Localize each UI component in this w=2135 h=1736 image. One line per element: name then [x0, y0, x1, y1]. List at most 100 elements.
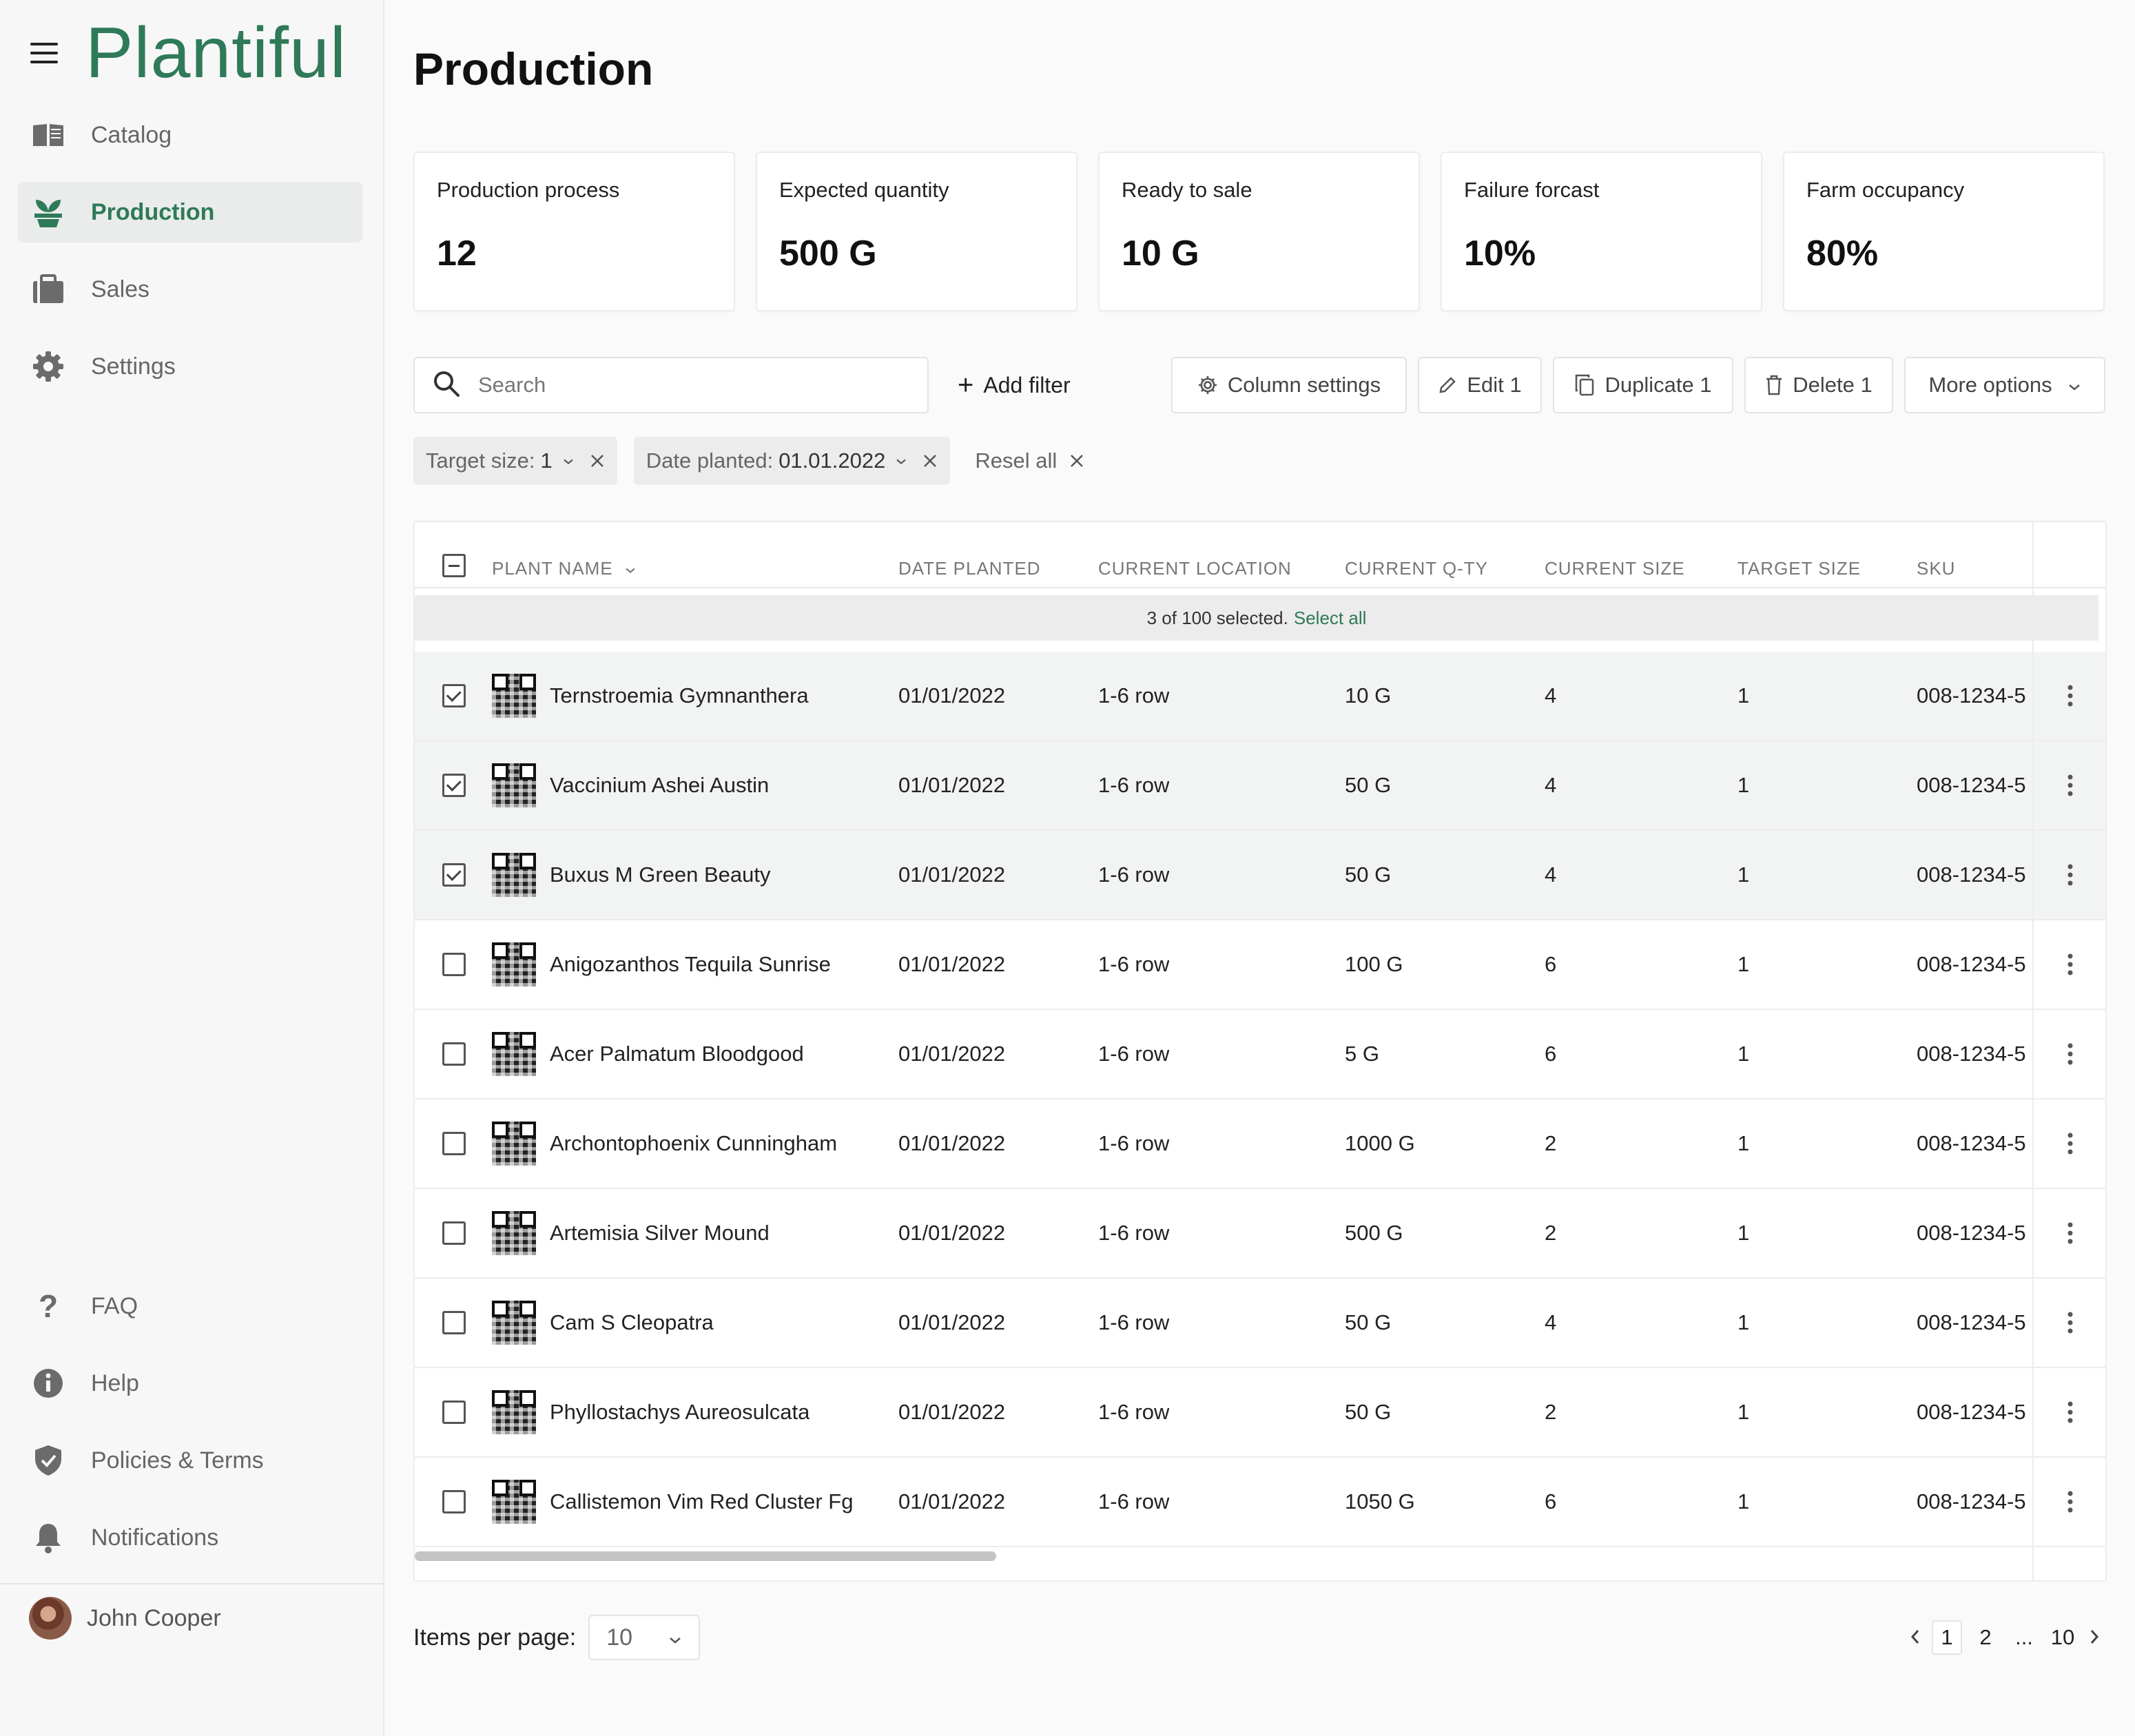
row-actions-kebab-icon[interactable] [2032, 1010, 2105, 1098]
row-checkbox[interactable] [442, 774, 466, 797]
next-page-icon[interactable] [2089, 1624, 2100, 1651]
sidebar-item-sales[interactable]: Sales [18, 259, 362, 320]
table-row[interactable]: Phyllostachys Aureosulcata 01/01/2022 1-6 … [415, 1368, 2105, 1458]
cell-checkbox [442, 1368, 466, 1456]
sidebar-item-catalog[interactable]: Catalog [18, 105, 362, 165]
qr-code-icon [492, 1301, 536, 1345]
user-profile[interactable]: John Cooper [0, 1583, 384, 1652]
cell-date-planted: 01/01/2022 [898, 1042, 1006, 1066]
cell-plant-name: Archontophoenix Cunningham [492, 1099, 837, 1188]
column-header-date-planted[interactable]: DATE PLANTED [898, 558, 1041, 579]
cell-current-qty: 500 G [1345, 1221, 1403, 1245]
scrollbar-thumb[interactable] [415, 1551, 996, 1561]
plant-name: Buxus M Green Beauty [550, 862, 771, 887]
column-header-current-location[interactable]: CURRENT LOCATION [1098, 558, 1292, 579]
chevron-down-icon[interactable] [562, 452, 575, 470]
table-row[interactable]: Cam S Cleopatra 01/01/2022 1-6 row 50 G 4 1 00… [415, 1279, 2105, 1368]
row-actions-kebab-icon[interactable] [2032, 652, 2105, 740]
gear-icon [1197, 375, 1218, 395]
row-checkbox[interactable] [442, 1311, 466, 1334]
select-all-link[interactable]: Select all [1293, 607, 1367, 628]
row-checkbox[interactable] [442, 953, 466, 976]
edit-button[interactable]: Edit 1 [1418, 357, 1542, 413]
table-row[interactable]: Archontophoenix Cunningham 01/01/2022 1-6 … [415, 1099, 2105, 1189]
close-icon[interactable] [922, 448, 938, 474]
plant-name: Archontophoenix Cunningham [550, 1131, 838, 1155]
table-row[interactable]: Acer Palmatum Bloodgood 01/01/2022 1-6 row… [415, 1010, 2105, 1099]
row-actions-kebab-icon[interactable] [2032, 1099, 2105, 1188]
filter-chip-value: 1 [540, 448, 553, 473]
cell-date-planted: 01/01/2022 [898, 773, 1006, 797]
row-checkbox[interactable] [442, 1132, 466, 1155]
search-input[interactable] [478, 373, 891, 397]
row-actions-kebab-icon[interactable] [2032, 741, 2105, 829]
row-checkbox[interactable] [442, 1401, 466, 1424]
production-table: PLANT NAME DATE PLANTED CURRENT LOCATION… [413, 521, 2107, 1582]
items-per-page-select[interactable]: 10 [588, 1615, 701, 1660]
cell-date-planted: 01/01/2022 [898, 1400, 1006, 1424]
duplicate-button[interactable]: Duplicate 1 [1553, 357, 1733, 413]
selection-banner: 3 of 100 selected. Select all [415, 595, 2098, 641]
plant-name: Artemisia Silver Mound [550, 1221, 770, 1245]
items-per-page: Items per page: 10 [413, 1615, 701, 1660]
column-settings-button[interactable]: Column settings [1171, 357, 1407, 413]
bell-icon [30, 1520, 66, 1556]
prev-page-icon[interactable] [1910, 1624, 1921, 1651]
cell-current-size: 4 [1545, 862, 1557, 887]
more-options-dropdown[interactable]: More options [1904, 357, 2105, 413]
chevron-down-icon[interactable] [895, 452, 907, 470]
table-row[interactable]: Ternstroemia Gymnanthera 01/01/2022 1-6 ro… [415, 652, 2105, 741]
sidebar-item-policies[interactable]: Policies & Terms [18, 1430, 362, 1491]
page-button[interactable]: 2 [1979, 1625, 1992, 1649]
column-header-current-qty[interactable]: CURRENT Q-TY [1345, 558, 1488, 579]
table-row[interactable]: Buxus M Green Beauty 01/01/2022 1-6 row 50 … [415, 831, 2105, 920]
delete-button[interactable]: Delete 1 [1744, 357, 1893, 413]
row-checkbox[interactable] [442, 1042, 466, 1066]
table-row[interactable]: Anigozanthos Tequila Sunrise 01/01/2022 1-… [415, 920, 2105, 1010]
horizontal-scrollbar[interactable] [415, 1551, 2098, 1562]
column-header-plant-name[interactable]: PLANT NAME [492, 558, 637, 579]
row-actions-kebab-icon[interactable] [2032, 920, 2105, 1009]
row-actions-kebab-icon[interactable] [2032, 831, 2105, 919]
filter-chip-target-size[interactable]: Target size: 1 [413, 437, 617, 485]
cell-current-qty: 5 G [1345, 1042, 1379, 1066]
row-checkbox[interactable] [442, 1490, 466, 1513]
cell-target-size: 1 [1737, 1489, 1750, 1513]
edit-label: Edit 1 [1467, 373, 1522, 397]
row-checkbox[interactable] [442, 1221, 466, 1245]
filter-chip-date-planted[interactable]: Date planted: 01.01.2022 [633, 437, 951, 485]
column-header-current-size[interactable]: CURRENT SIZE [1545, 558, 1685, 579]
row-actions-kebab-icon[interactable] [2032, 1368, 2105, 1456]
table-row[interactable]: Callistemon Vim Red Cluster Fg 01/01/2022… [415, 1458, 2105, 1547]
sidebar-item-notifications[interactable]: Notifications [18, 1507, 362, 1568]
cell-current-location: 1-6 row [1098, 952, 1170, 976]
sidebar-item-production[interactable]: Production [18, 182, 362, 242]
sidebar-item-help[interactable]: Help [18, 1353, 362, 1414]
add-filter-button[interactable]: + Add filter [958, 357, 1071, 413]
table-row[interactable]: Vaccinium Ashei Austin 01/01/2022 1-6 row 5… [415, 741, 2105, 831]
cell-current-location: 1-6 row [1098, 683, 1170, 707]
table-row[interactable]: Artemisia Silver Mound 01/01/2022 1-6 row 5… [415, 1189, 2105, 1279]
sidebar-item-settings[interactable]: Settings [18, 336, 362, 397]
page-button[interactable]: 1 [1932, 1620, 1962, 1655]
cell-current-qty: 50 G [1345, 773, 1392, 797]
plant-name: Anigozanthos Tequila Sunrise [550, 952, 831, 976]
row-actions-kebab-icon[interactable] [2032, 1458, 2105, 1546]
column-header-target-size[interactable]: TARGET SIZE [1737, 558, 1861, 579]
close-icon[interactable] [590, 448, 605, 474]
row-checkbox[interactable] [442, 684, 466, 707]
reset-all-filters-button[interactable]: Resel all [975, 448, 1084, 474]
reset-all-label: Resel all [975, 448, 1058, 473]
add-filter-label: Add filter [983, 372, 1071, 397]
row-actions-kebab-icon[interactable] [2032, 1279, 2105, 1367]
select-all-checkbox[interactable] [442, 554, 466, 577]
sidebar-item-faq[interactable]: ? FAQ [18, 1276, 362, 1336]
page-button[interactable]: 10 [2050, 1625, 2075, 1649]
plant-name: Acer Palmatum Bloodgood [550, 1042, 804, 1066]
row-checkbox[interactable] [442, 863, 466, 887]
more-options-label: More options [1928, 373, 2052, 397]
hamburger-menu-icon[interactable] [30, 43, 58, 63]
row-actions-kebab-icon[interactable] [2032, 1189, 2105, 1277]
column-header-sku[interactable]: SKU [1917, 558, 1956, 579]
copy-icon [1574, 374, 1595, 396]
